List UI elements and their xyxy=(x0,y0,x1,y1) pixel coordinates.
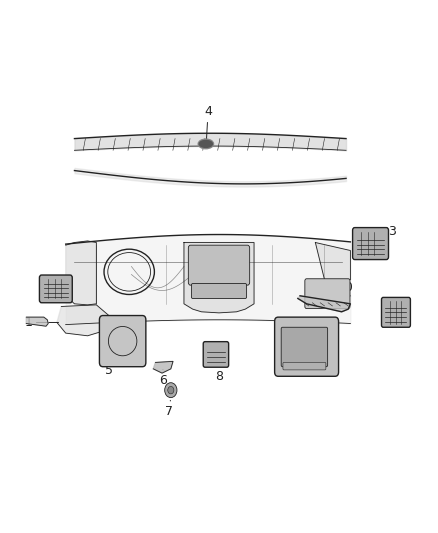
Text: 9: 9 xyxy=(308,346,319,369)
Text: 3: 3 xyxy=(373,225,396,243)
FancyBboxPatch shape xyxy=(188,245,250,285)
Text: 2: 2 xyxy=(38,282,63,295)
Ellipse shape xyxy=(198,139,213,149)
Text: 8: 8 xyxy=(215,365,223,383)
FancyBboxPatch shape xyxy=(191,284,247,298)
FancyBboxPatch shape xyxy=(283,362,326,370)
Text: 10: 10 xyxy=(328,281,354,301)
FancyBboxPatch shape xyxy=(281,327,328,367)
Circle shape xyxy=(165,383,177,398)
FancyBboxPatch shape xyxy=(305,279,350,309)
FancyBboxPatch shape xyxy=(381,297,410,327)
Circle shape xyxy=(168,386,174,394)
Text: 5: 5 xyxy=(105,344,113,377)
FancyBboxPatch shape xyxy=(39,275,72,303)
FancyBboxPatch shape xyxy=(353,228,389,260)
Polygon shape xyxy=(184,243,254,313)
Polygon shape xyxy=(66,241,96,305)
Polygon shape xyxy=(26,317,48,326)
FancyBboxPatch shape xyxy=(275,317,339,376)
Ellipse shape xyxy=(199,141,212,147)
Polygon shape xyxy=(57,305,114,336)
Text: 7: 7 xyxy=(165,400,173,418)
Polygon shape xyxy=(153,361,173,373)
Polygon shape xyxy=(298,296,350,312)
Text: 1: 1 xyxy=(25,316,59,329)
FancyBboxPatch shape xyxy=(203,342,229,367)
Polygon shape xyxy=(315,243,350,298)
Text: 4: 4 xyxy=(204,106,212,148)
Text: 6: 6 xyxy=(159,369,167,386)
Text: 8: 8 xyxy=(385,305,400,323)
FancyBboxPatch shape xyxy=(99,316,146,367)
